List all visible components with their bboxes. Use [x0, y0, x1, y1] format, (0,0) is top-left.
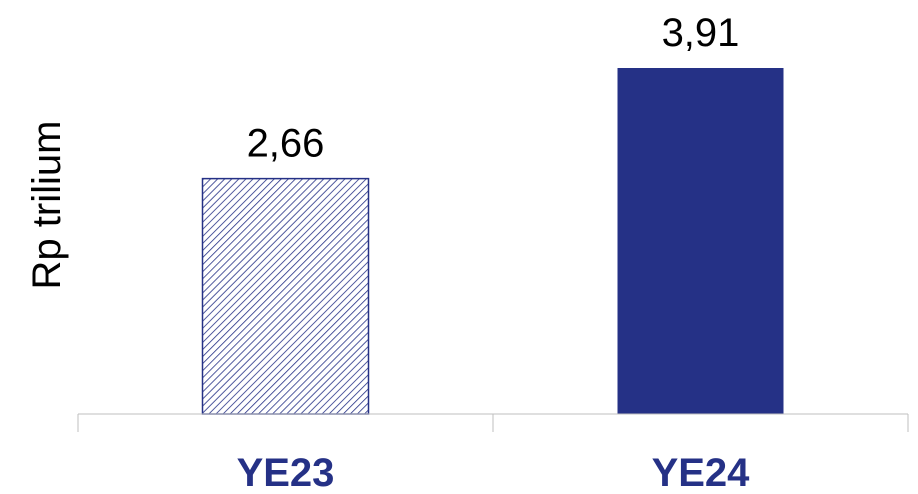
x-axis: [77, 413, 909, 432]
bars-group: 2,66 YE23 3,91 YE24: [201, 11, 784, 494]
category-label-ye23: YE23: [237, 451, 335, 494]
bar-ye24: [617, 68, 784, 414]
category-label-ye24: YE24: [652, 451, 751, 494]
bar-ye23: [201, 177, 370, 415]
value-label-ye24: 3,91: [662, 11, 740, 55]
y-axis-label: Rp trilium: [25, 121, 69, 290]
value-label-ye23: 2,66: [247, 122, 325, 166]
